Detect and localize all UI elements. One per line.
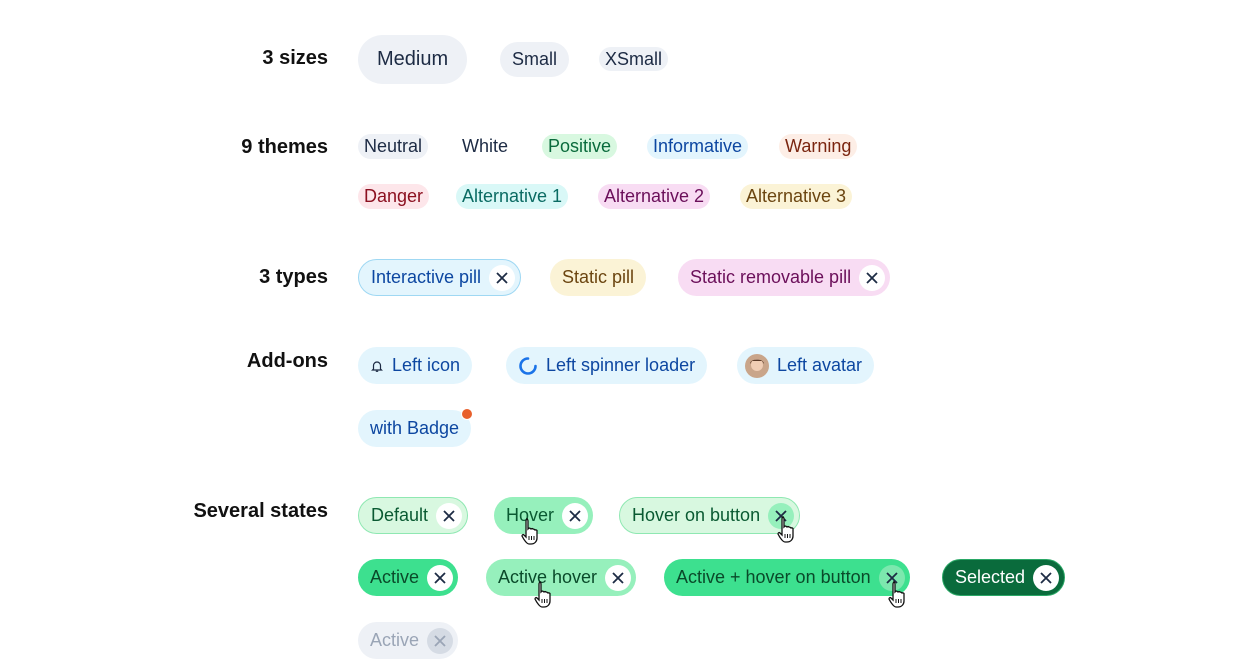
pill-label: Alternative 1: [462, 186, 563, 206]
close-icon[interactable]: [489, 264, 516, 291]
section-label-addons: Add-ons: [246, 350, 328, 372]
pill-label: Active: [370, 630, 420, 650]
close-icon: [427, 627, 454, 654]
pill-neutral[interactable]: Neutral: [358, 134, 429, 159]
pill-state-disabled: Active: [358, 622, 459, 659]
pill-label: Left avatar: [777, 355, 863, 375]
pill-warning[interactable]: Warning: [779, 134, 858, 159]
pill-left-spinner[interactable]: Left spinner loader: [506, 347, 708, 384]
pill-informative[interactable]: Informative: [647, 134, 749, 159]
close-icon[interactable]: [859, 264, 886, 291]
close-icon[interactable]: [436, 502, 463, 529]
pill-label: White: [462, 136, 509, 156]
pill-label: Default: [371, 505, 429, 525]
close-icon[interactable]: [1033, 564, 1060, 591]
pill-label: Alternative 3: [746, 186, 847, 206]
pill-label: Hover: [506, 505, 555, 525]
pill-label: Static removable pill: [690, 267, 852, 287]
section-label-themes: 9 themes: [241, 136, 328, 158]
pill-label: Medium: [377, 48, 449, 70]
pill-label: Informative: [653, 136, 743, 156]
pill-state-selected[interactable]: Selected: [942, 559, 1066, 596]
pill-state-active[interactable]: Active: [358, 559, 459, 596]
avatar: [745, 353, 769, 378]
pill-small[interactable]: Small: [500, 42, 570, 77]
pill-label: Interactive pill: [371, 267, 482, 287]
pill-with-badge[interactable]: with Badge: [358, 408, 474, 447]
pill-label: Alternative 2: [604, 186, 705, 206]
pill-left-icon[interactable]: Left icon: [358, 347, 473, 384]
pill-white[interactable]: White: [456, 134, 515, 159]
pill-label: Active: [370, 567, 420, 587]
spinner-icon: [519, 356, 537, 375]
section-label-types: 3 types: [259, 266, 328, 288]
badge-dot: [461, 408, 474, 420]
pill-label: Hover on button: [632, 505, 761, 525]
pill-left-avatar[interactable]: Left avatar: [737, 347, 875, 384]
close-icon[interactable]: [427, 564, 454, 591]
pill-label: Left icon: [392, 355, 461, 375]
pill-xsmall[interactable]: XSmall: [599, 47, 669, 71]
pill-label: Positive: [548, 136, 612, 156]
pill-positive[interactable]: Positive: [542, 134, 618, 159]
pill-danger[interactable]: Danger: [358, 184, 430, 209]
pill-state-default[interactable]: Default: [358, 497, 469, 534]
pill-interactive[interactable]: Interactive pill: [358, 259, 522, 296]
pill-label: Static pill: [562, 267, 635, 287]
pill-static: Static pill: [550, 259, 647, 296]
section-label-sizes: 3 sizes: [262, 47, 328, 69]
pill-label: Selected: [955, 567, 1026, 587]
pill-state-active-hover-button[interactable]: Active + hover on button: [664, 559, 910, 596]
pill-medium[interactable]: Medium: [358, 35, 468, 84]
pill-state-active-hover[interactable]: Active hover: [486, 559, 637, 596]
pill-label: Small: [512, 49, 558, 69]
close-icon[interactable]: [768, 502, 795, 529]
pill-state-hover[interactable]: Hover: [494, 497, 594, 534]
section-label-states: Several states: [193, 500, 328, 522]
pill-label: Active + hover on button: [676, 567, 871, 587]
pill-label: Neutral: [364, 136, 423, 156]
pill-label: XSmall: [605, 48, 663, 69]
close-icon[interactable]: [878, 564, 905, 591]
pill-alternative-2[interactable]: Alternative 2: [598, 184, 711, 209]
pill-static-removable: Static removable pill: [678, 259, 891, 296]
pill-label: Left spinner loader: [546, 355, 696, 375]
bell-icon: [371, 360, 383, 372]
pill-alternative-3[interactable]: Alternative 3: [740, 184, 853, 209]
close-icon[interactable]: [562, 502, 589, 529]
pill-label: Warning: [785, 136, 852, 156]
pill-state-hover-button[interactable]: Hover on button: [619, 497, 801, 534]
pill-label: Active hover: [498, 567, 598, 587]
pill-label: with Badge: [370, 418, 460, 438]
pill-alternative-1[interactable]: Alternative 1: [456, 184, 569, 209]
pill-label: Danger: [364, 186, 424, 206]
close-icon[interactable]: [605, 564, 632, 591]
